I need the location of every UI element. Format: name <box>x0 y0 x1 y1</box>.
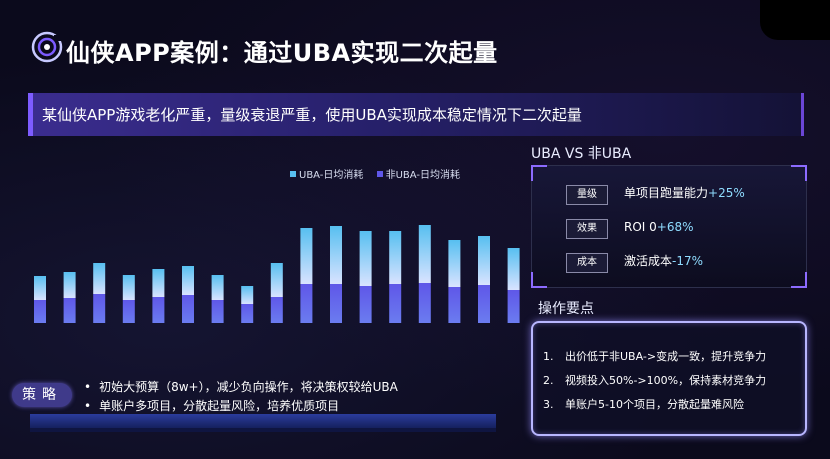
bar-non-uba <box>359 286 372 323</box>
bar-uba <box>93 263 106 294</box>
bar-non-uba <box>507 290 520 323</box>
bar-uba <box>152 269 165 297</box>
metric-value: +68% <box>656 220 694 234</box>
list-item: 初始大预算（8w+），减少负向操作，将决策权较给UBA <box>84 378 398 397</box>
list-item: 单账户多项目，分散起量风险，培养优质项目 <box>84 397 398 416</box>
operations-panel: 1. 出价低于非UBA->变成一致，提升竞争力 2. 视频投入50%->100%，保… <box>531 321 807 436</box>
metric-label: ROI 0+68% <box>624 220 694 234</box>
metric-label: 单项目跑量能力+25% <box>624 184 745 201</box>
bar-uba <box>182 266 194 295</box>
bar-uba <box>270 263 283 297</box>
page-title: 仙侠APP案例：通过UBA实现二次起量 <box>66 39 498 67</box>
legend-swatch-uba <box>290 171 296 177</box>
bar-non-uba <box>182 295 194 323</box>
bar-non-uba <box>241 304 254 323</box>
legend-label-uba: UBA-日均消耗 <box>299 170 364 181</box>
list-item-text: 视频投入50%->100%，保持素材竞争力 <box>565 374 767 387</box>
bar-non-uba <box>418 283 431 323</box>
bar-uba <box>478 236 490 285</box>
metric-tag: 效果 <box>566 219 608 239</box>
corner-mask <box>760 0 830 40</box>
bar-uba <box>63 272 76 298</box>
bar-non-uba <box>211 300 224 323</box>
metric-row-volume: 量级 单项目跑量能力+25% <box>566 182 745 205</box>
summary-banner: 某仙侠APP游戏老化严重，量级衰退严重，使用UBA实现成本稳定情况下二次起量 <box>28 93 804 136</box>
corner-decoration <box>531 272 547 288</box>
list-item: 2. 视频投入50%->100%，保持素材竞争力 <box>543 372 766 396</box>
bar-non-uba <box>122 300 135 323</box>
list-item-text: 单账户5-10个项目，分散起量难风险 <box>565 398 744 411</box>
list-item: 1. 出价低于非UBA->变成一致，提升竞争力 <box>543 348 766 372</box>
bar-non-uba <box>478 285 490 323</box>
metric-value: -17% <box>672 254 704 268</box>
bar-uba <box>211 275 224 300</box>
list-item-number: 3. <box>543 398 554 411</box>
banner-accent <box>28 93 33 136</box>
metric-tag: 量级 <box>566 185 608 205</box>
metric-value: +25% <box>708 186 745 200</box>
corner-decoration <box>791 272 807 288</box>
bar-non-uba <box>63 298 76 323</box>
bar-uba <box>34 276 46 300</box>
logo-icon <box>31 31 63 63</box>
bar-non-uba <box>300 284 313 323</box>
metric-row-cost: 成本 激活成本-17% <box>566 250 703 273</box>
list-item-number: 2. <box>543 374 554 387</box>
banner-edge <box>801 93 804 136</box>
bar-non-uba <box>330 284 342 323</box>
legend-swatch-non-uba <box>376 171 383 177</box>
metric-tag: 成本 <box>566 253 608 273</box>
bar-non-uba <box>34 300 46 323</box>
bar-uba <box>507 248 520 290</box>
list-item-text: 出价低于非UBA->变成一致，提升竞争力 <box>565 350 767 363</box>
bar-non-uba <box>270 297 283 323</box>
bar-chart <box>34 225 520 323</box>
bar-non-uba <box>93 294 106 323</box>
metric-name: 激活成本 <box>624 254 673 268</box>
bar-non-uba <box>152 297 165 323</box>
bar-non-uba <box>389 284 402 323</box>
bar-uba <box>418 225 431 283</box>
bar-uba <box>241 286 254 304</box>
platform-bar-shadow <box>30 428 496 432</box>
list-item: 3. 单账户5-10个项目，分散起量难风险 <box>543 396 766 420</box>
metric-row-effect: 效果 ROI 0+68% <box>566 216 694 239</box>
bar-uba <box>330 226 342 284</box>
bar-non-uba <box>448 287 461 323</box>
legend-label-non-uba: 非UBA-日均消耗 <box>385 170 461 181</box>
bar-uba <box>122 275 135 300</box>
operations-title: 操作要点 <box>538 301 594 317</box>
platform-bar <box>30 414 496 428</box>
legend-item-uba: UBA-日均消耗 <box>290 170 363 181</box>
bar-uba <box>359 231 372 286</box>
strategy-list: 初始大预算（8w+），减少负向操作，将决策权较给UBA 单账户多项目，分散起量风… <box>84 378 398 416</box>
list-item-number: 1. <box>543 350 554 363</box>
metric-label: 激活成本-17% <box>624 252 703 269</box>
comparison-panel: 量级 单项目跑量能力+25% 效果 ROI 0+68% 成本 激活成本-17% <box>531 165 807 288</box>
banner-text: 某仙侠APP游戏老化严重，量级衰退严重，使用UBA实现成本稳定情况下二次起量 <box>42 106 582 124</box>
comparison-title: UBA VS 非UBA <box>531 146 632 162</box>
bar-uba <box>389 231 402 284</box>
strategy-badge: 策略 <box>12 383 72 407</box>
corner-decoration <box>791 165 807 181</box>
operations-list: 1. 出价低于非UBA->变成一致，提升竞争力 2. 视频投入50%->100%，保… <box>543 348 766 420</box>
bar-uba <box>448 240 461 287</box>
chart-legend: UBA-日均消耗 非UBA-日均消耗 <box>290 166 470 181</box>
metric-name: 单项目跑量能力 <box>624 186 709 200</box>
corner-decoration <box>531 165 547 181</box>
bar-uba <box>300 228 313 284</box>
legend-item-non-uba: 非UBA-日均消耗 <box>376 170 461 181</box>
metric-name: ROI 0 <box>624 220 657 234</box>
